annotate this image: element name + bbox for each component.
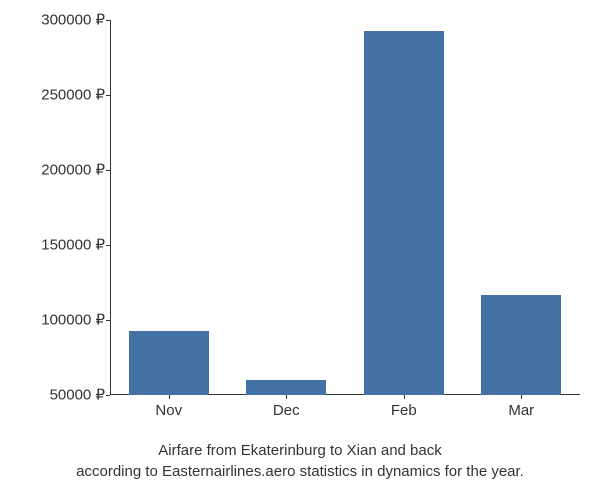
caption-line-2: according to Easternairlines.aero statis… [76,463,524,480]
airfare-bar-chart: 50000 ₽ 100000 ₽ 150000 ₽ 200000 ₽ 250000 ₽ 3… [0,0,600,500]
bar [481,295,561,396]
x-tick-label: Dec [273,402,300,419]
bar [364,31,444,396]
y-tick-label: 250000 ₽ [41,88,105,103]
bar [246,380,326,395]
y-tick-mark [106,245,110,246]
x-tick-mark [286,395,287,399]
x-tick-label: Nov [155,402,182,419]
y-tick-label: 150000 ₽ [41,238,105,253]
y-tick-mark [106,320,110,321]
x-tick-mark [169,395,170,399]
x-tick-label: Feb [391,402,417,419]
chart-caption: Airfare from Ekaterinburg to Xian and ba… [0,440,600,482]
x-tick-mark [521,395,522,399]
y-tick-mark [106,20,110,21]
y-tick-mark [106,95,110,96]
bar [129,331,209,396]
y-tick-label: 200000 ₽ [41,163,105,178]
y-tick-label: 50000 ₽ [50,388,105,403]
x-tick-mark [404,395,405,399]
caption-line-1: Airfare from Ekaterinburg to Xian and ba… [158,442,441,459]
y-tick-label: 300000 ₽ [41,13,105,28]
y-tick-mark [106,395,110,396]
y-tick-label: 100000 ₽ [41,313,105,328]
y-tick-mark [106,170,110,171]
x-tick-label: Mar [508,402,534,419]
